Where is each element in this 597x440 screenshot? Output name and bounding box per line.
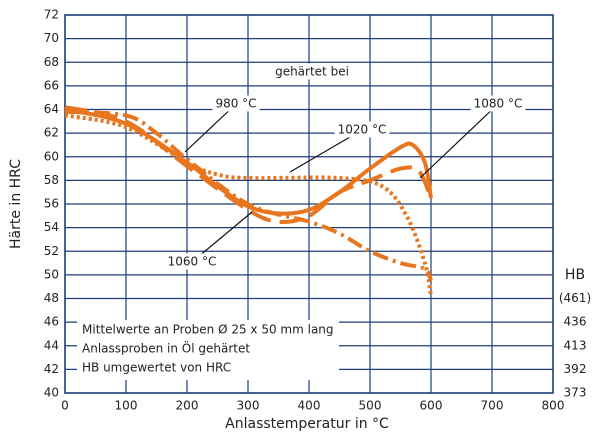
y-tick-label: 48: [44, 291, 59, 305]
note-line: HB umgewertet von HRC: [82, 361, 231, 375]
label-bg: [470, 95, 526, 112]
y-tick-label: 62: [44, 126, 59, 140]
hb-label: HB: [565, 267, 585, 283]
series-label: 1060 °C: [168, 255, 217, 269]
annotation: gehärtet bei: [275, 65, 349, 79]
y-tick-label: 52: [44, 244, 59, 258]
label-bg: [272, 63, 352, 80]
label-bg: [334, 121, 390, 138]
y-tick-label: 40: [44, 386, 59, 400]
leader-line: [419, 103, 499, 179]
y-tick-label: 56: [44, 197, 59, 211]
x-tick-label: 500: [359, 399, 382, 413]
x-tick-label: 400: [298, 399, 321, 413]
y-tick-label: 66: [44, 78, 59, 92]
hb-value: 436: [564, 315, 587, 329]
x-axis-label: Anlasstemperatur in °C: [225, 416, 389, 432]
y-tick-label: 50: [44, 267, 59, 281]
x-tick-label: 300: [237, 399, 260, 413]
label-bg: [164, 253, 220, 270]
note-box: [77, 320, 339, 380]
y-tick-label: 46: [44, 315, 59, 329]
y-tick-label: 70: [44, 31, 59, 45]
label-bg: [212, 95, 260, 112]
leader-line: [184, 103, 237, 153]
series-label: 980 °C: [215, 97, 256, 111]
x-tick-label: 0: [61, 399, 69, 413]
y-axis-label: Härte in HRC: [8, 159, 24, 249]
series-line: [64, 107, 433, 216]
x-tick-label: 700: [481, 399, 504, 413]
y-tick-label: 72: [44, 8, 59, 22]
series-line: [64, 113, 433, 297]
hb-value: 392: [564, 362, 587, 376]
x-tick-label: 800: [542, 399, 565, 413]
series-label: 1080 °C: [474, 97, 523, 111]
series-label: 1020 °C: [338, 123, 387, 137]
y-tick-label: 64: [44, 102, 59, 116]
series-line: [64, 109, 433, 282]
hb-value: 413: [564, 338, 587, 352]
y-tick-label: 44: [44, 338, 59, 352]
series-line: [64, 105, 433, 224]
y-tick-label: 68: [44, 55, 59, 69]
note-line: Mittelwerte an Proben Ø 25 x 50 mm lang: [82, 323, 334, 337]
y-tick-label: 58: [44, 173, 59, 187]
y-tick-label: 54: [44, 220, 59, 234]
y-tick-label: 60: [44, 149, 59, 163]
x-tick-label: 600: [420, 399, 443, 413]
y-tick-label: 42: [44, 362, 59, 376]
hb-value: 373: [564, 386, 587, 400]
hb-value: (461): [559, 291, 591, 305]
x-tick-label: 100: [115, 399, 138, 413]
x-tick-label: 200: [176, 399, 199, 413]
note-line: Anlassproben in Öl gehärtet: [82, 340, 250, 356]
